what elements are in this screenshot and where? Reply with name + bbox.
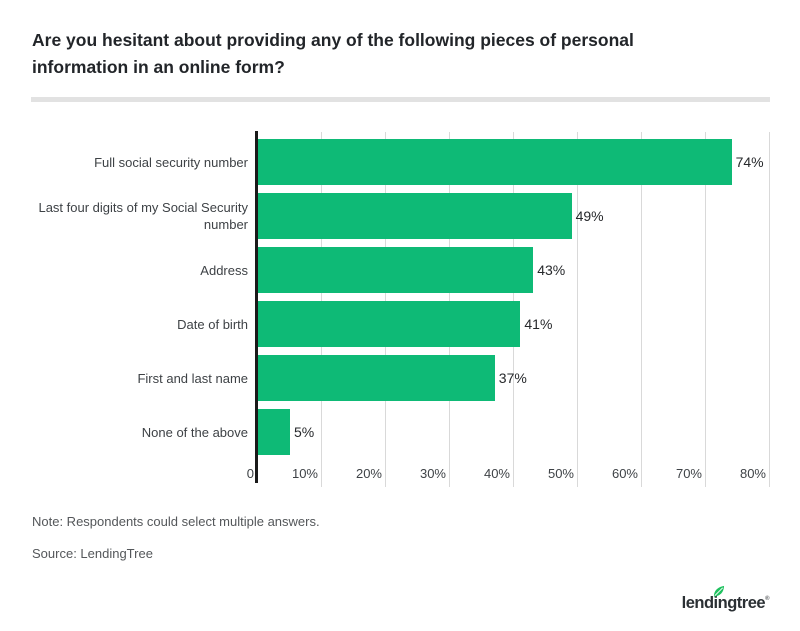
y-axis-line (255, 131, 258, 483)
value-label: 41% (524, 316, 553, 332)
x-tick-label: 0 (246, 466, 254, 481)
title-divider (31, 97, 770, 102)
value-label: 5% (294, 424, 315, 440)
bar-chart: Full social security number 74% Last four … (38, 131, 770, 487)
leaf-icon (713, 585, 724, 597)
category-label: Address (200, 262, 248, 278)
x-tick-label: 60% (611, 466, 638, 481)
x-tick-label: 80% (739, 466, 766, 481)
x-tick-label: 40% (483, 466, 510, 481)
value-label: 74% (735, 154, 764, 170)
registered-mark: ® (765, 596, 769, 602)
x-tick-label: 30% (419, 466, 446, 481)
bar (258, 409, 290, 455)
source-text: Source: LendingTree (32, 546, 153, 561)
logo-wordmark: lendingtree (681, 594, 766, 612)
bar (258, 355, 495, 401)
value-label: 49% (575, 208, 604, 224)
bar (258, 301, 521, 347)
x-tick-label: 20% (355, 466, 382, 481)
bar (258, 247, 534, 293)
gridline (641, 132, 642, 487)
x-tick-label: 70% (675, 466, 702, 481)
bar (258, 139, 732, 185)
chart-title: Are you hesitant about providing any of … (32, 30, 634, 77)
lendingtree-logo: lendingtree® (681, 585, 769, 618)
note-text: Note: Respondents could select multiple … (32, 514, 320, 529)
category-label: First and last name (137, 370, 248, 386)
lendingtree-logo-text: lendingtree® (681, 585, 769, 613)
gridline (577, 132, 578, 487)
category-label: Last four digits of my Social Security n… (38, 200, 248, 232)
value-label: 43% (537, 262, 566, 278)
x-tick-label: 50% (547, 466, 574, 481)
bar (258, 193, 572, 239)
gridline (705, 132, 706, 487)
value-label: 37% (498, 370, 527, 386)
category-label: Full social security number (94, 154, 248, 170)
category-label: Date of birth (177, 316, 248, 332)
gridline (769, 132, 770, 487)
category-label: None of the above (141, 424, 248, 440)
x-tick-label: 10% (291, 466, 318, 481)
